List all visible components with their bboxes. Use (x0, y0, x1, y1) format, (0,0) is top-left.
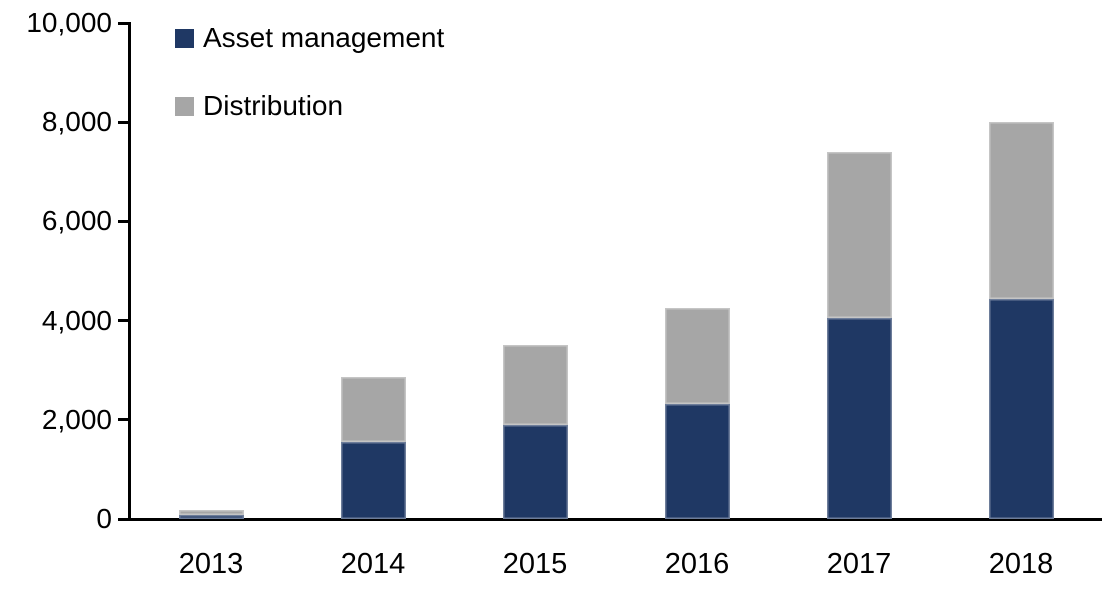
legend-label: Distribution (203, 90, 344, 121)
x-axis-line (118, 517, 1102, 521)
y-tick-label: 0 (96, 503, 112, 534)
legend-item-asset-management: Asset management (175, 22, 444, 53)
y-tick (118, 21, 128, 25)
x-tick-label-2013: 2013 (178, 548, 244, 580)
bar-segment-asset-management-2017 (826, 318, 892, 519)
x-tick-label-2016: 2016 (664, 548, 730, 580)
y-tick-label: 4,000 (41, 304, 112, 336)
bar-segment-distribution-2018 (988, 122, 1054, 300)
y-tick-label: 2,000 (41, 403, 112, 435)
x-tick-label-2018: 2018 (988, 548, 1054, 580)
y-tick (118, 319, 128, 323)
legend-swatch-distribution (175, 96, 194, 116)
bar-segment-asset-management-2016 (664, 403, 730, 519)
y-tick-label: 10,000 (26, 7, 112, 38)
bar-segment-distribution-2015 (502, 345, 568, 425)
x-tick-label-2017: 2017 (826, 548, 892, 580)
x-tick-label-2014: 2014 (340, 548, 406, 580)
bar-segment-asset-management-2018 (988, 299, 1054, 519)
bar-segment-distribution-2016 (664, 308, 730, 404)
y-axis-line (128, 22, 131, 520)
legend-swatch-asset-management (175, 28, 194, 48)
y-tick (118, 120, 128, 124)
bar-segment-asset-management-2015 (502, 424, 568, 519)
bar-segment-distribution-2017 (826, 151, 892, 319)
bar-segment-distribution-2013 (178, 509, 244, 516)
y-tick-label: 6,000 (41, 205, 112, 237)
legend: Asset management Distribution (175, 22, 444, 163)
bar-segment-distribution-2014 (340, 376, 406, 443)
y-tick (118, 517, 128, 521)
y-tick (118, 418, 128, 422)
y-tick (118, 219, 128, 223)
legend-label: Asset management (203, 22, 445, 53)
x-tick-label-2015: 2015 (502, 548, 568, 580)
bar-segment-asset-management-2013 (178, 515, 244, 519)
bar-segment-asset-management-2014 (340, 442, 406, 519)
y-tick-label: 8,000 (41, 106, 112, 138)
legend-item-distribution: Distribution (175, 90, 444, 121)
